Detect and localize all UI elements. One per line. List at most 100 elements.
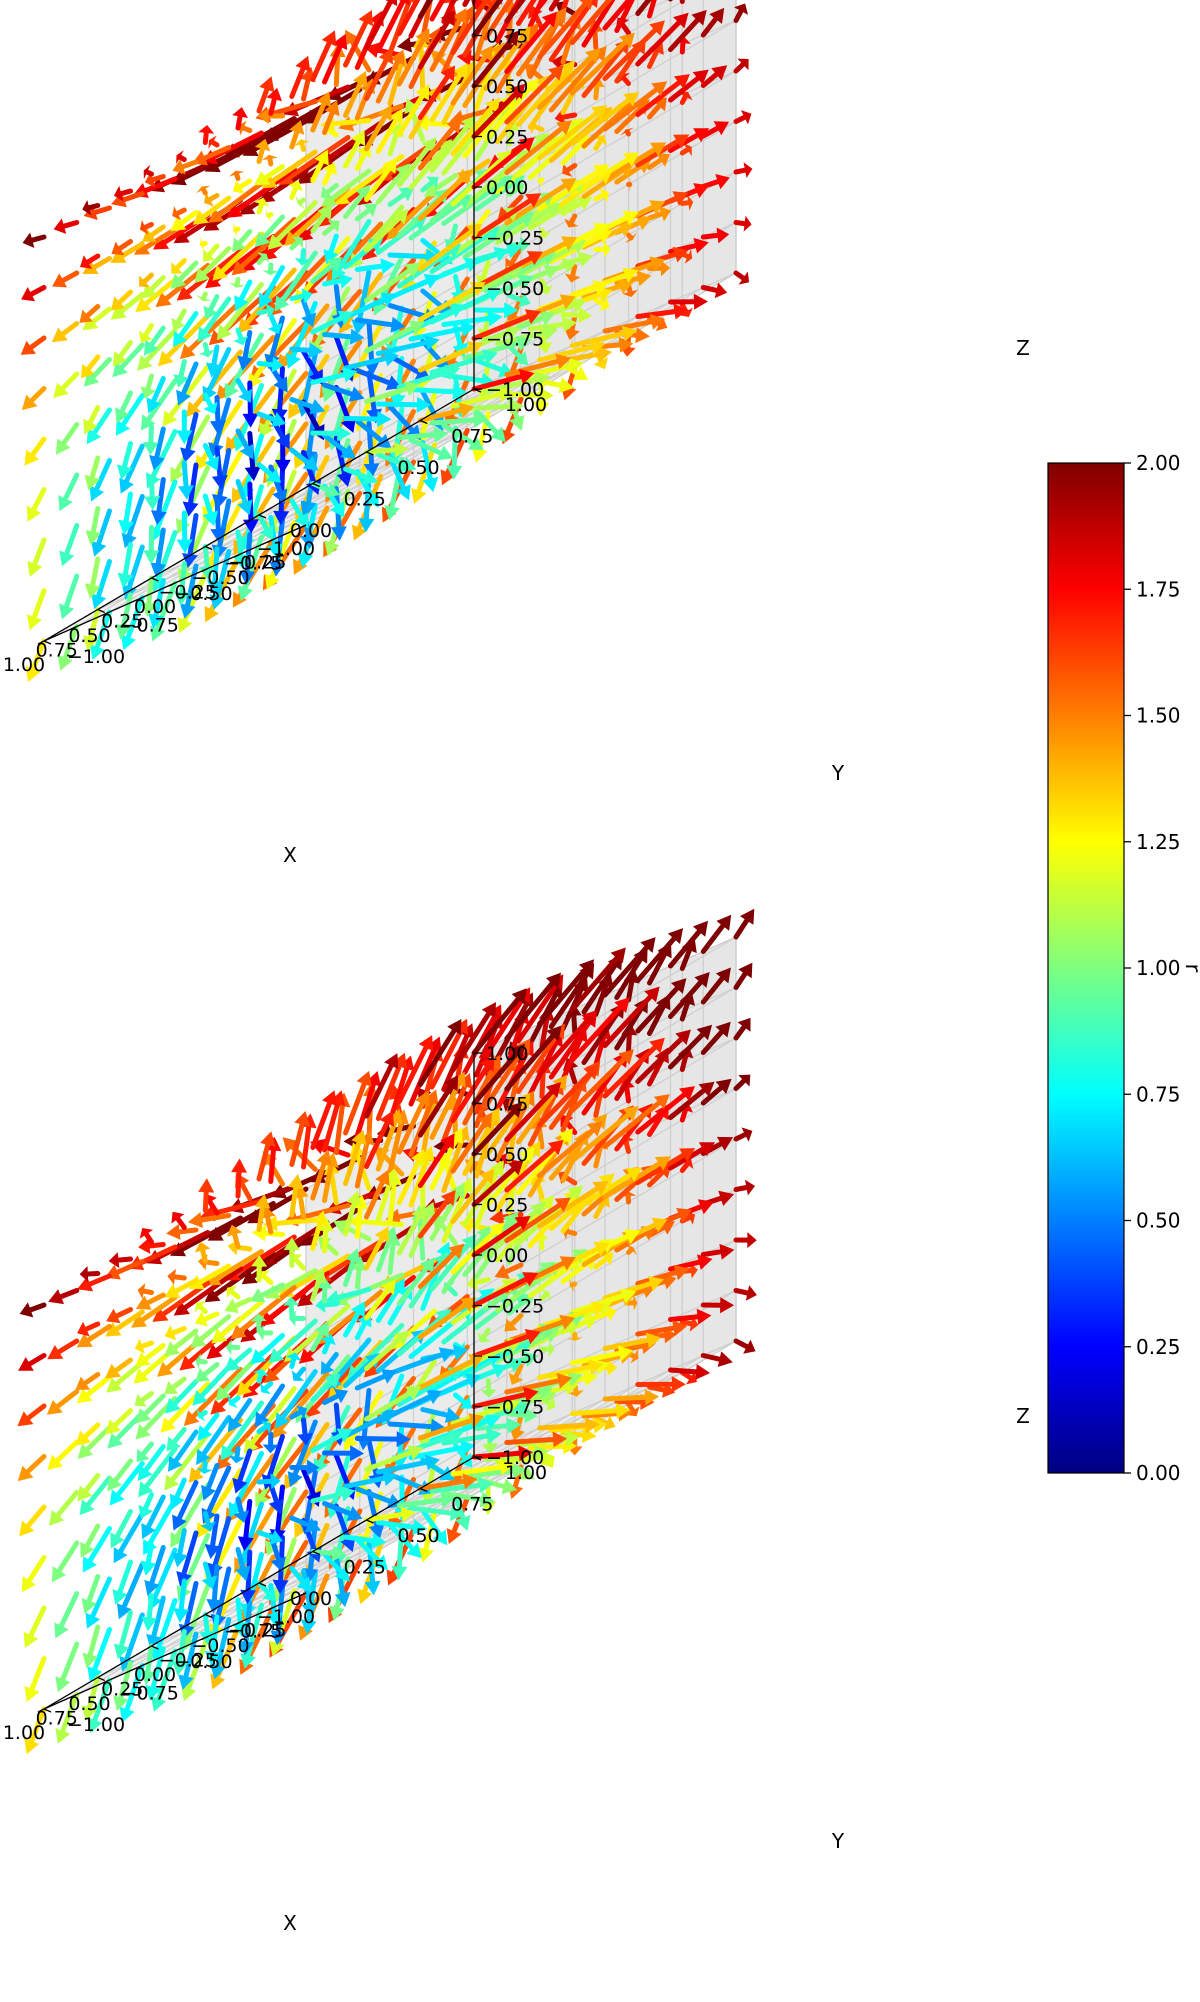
vector-arrow bbox=[364, 1110, 394, 1169]
quiver-plot-top: −1.00−0.75−0.50−0.250.000.250.500.751.00… bbox=[3, 0, 1030, 867]
vector-arrow bbox=[89, 458, 112, 502]
colorbar-tick-label: 1.50 bbox=[1136, 704, 1181, 728]
vector-arrow bbox=[384, 457, 405, 521]
vector-arrow bbox=[235, 378, 252, 403]
vector-arrow bbox=[569, 1345, 633, 1366]
vector-arrow bbox=[453, 1392, 472, 1409]
vector-arrow bbox=[83, 607, 101, 651]
vector-arrow bbox=[364, 1445, 424, 1472]
vector-arrow bbox=[343, 350, 399, 371]
vector-arrow bbox=[429, 412, 488, 428]
vector-arrow bbox=[364, 1226, 389, 1270]
vector-arrow bbox=[24, 1706, 47, 1755]
y-tick bbox=[151, 1645, 159, 1650]
z-tick-label: 0.75 bbox=[486, 1094, 528, 1116]
vector-arrow bbox=[396, 137, 437, 188]
x-tick-label: 0.00 bbox=[134, 1664, 176, 1686]
vector-arrow bbox=[310, 1486, 356, 1504]
vector-arrow bbox=[417, 402, 475, 423]
vector-arrow bbox=[164, 1328, 199, 1357]
vector-arrow bbox=[220, 1400, 264, 1461]
vector-arrow bbox=[209, 395, 226, 435]
vector-arrow bbox=[310, 149, 329, 183]
vector-arrow bbox=[232, 107, 248, 131]
vector-arrow bbox=[171, 308, 187, 331]
vector-arrow bbox=[194, 1301, 208, 1314]
vector-arrow bbox=[256, 462, 282, 483]
vector-arrow bbox=[316, 1277, 333, 1304]
vector-arrow bbox=[602, 1332, 662, 1351]
vector-arrow bbox=[19, 1302, 47, 1318]
vector-arrow bbox=[257, 1324, 274, 1341]
vector-arrow bbox=[323, 233, 339, 265]
vector-arrow bbox=[375, 1519, 428, 1536]
vector-arrow bbox=[131, 1295, 178, 1328]
vector-arrow bbox=[54, 1591, 80, 1639]
vector-arrow bbox=[441, 0, 457, 24]
vector-arrow bbox=[536, 174, 545, 189]
vector-arrow bbox=[343, 466, 379, 485]
vector-arrow bbox=[118, 491, 134, 535]
vector-arrow bbox=[18, 1353, 47, 1371]
vector-arrow bbox=[364, 48, 393, 101]
vector-arrow bbox=[166, 1427, 187, 1452]
vector-arrow bbox=[450, 45, 493, 106]
z-tick-label: −0.75 bbox=[486, 329, 544, 351]
vector-arrow bbox=[164, 1278, 199, 1298]
vector-arrow bbox=[229, 1446, 245, 1464]
y-tick-label: −0.50 bbox=[174, 1651, 232, 1673]
arrow-field bbox=[20, 0, 753, 682]
vector-arrow bbox=[343, 411, 392, 427]
vector-arrow bbox=[602, 81, 668, 132]
z-tick-label: −0.25 bbox=[486, 228, 544, 250]
colorbar-tick-label: 0.25 bbox=[1136, 1335, 1181, 1359]
vector-arrow bbox=[119, 1663, 145, 1723]
vector-arrow bbox=[150, 580, 178, 642]
vector-arrow bbox=[105, 1408, 133, 1435]
vector-arrow bbox=[143, 164, 154, 180]
vector-arrow bbox=[176, 409, 193, 445]
vector-arrow bbox=[700, 1078, 732, 1106]
vector-arrow bbox=[86, 407, 112, 445]
vector-arrow bbox=[733, 1338, 756, 1354]
vector-arrow bbox=[569, 1106, 639, 1164]
vector-arrow bbox=[289, 342, 323, 359]
vector-arrow bbox=[162, 364, 211, 427]
vector-arrow bbox=[262, 149, 318, 189]
vector-arrow bbox=[151, 1648, 178, 1712]
vector-arrow bbox=[150, 530, 178, 593]
vector-arrow bbox=[144, 474, 161, 511]
vector-arrow bbox=[602, 20, 665, 81]
vector-arrow bbox=[172, 1528, 188, 1568]
vector-arrow bbox=[297, 503, 318, 568]
vector-arrow bbox=[105, 1309, 145, 1337]
vector-arrow bbox=[208, 181, 264, 223]
vector-arrow bbox=[259, 265, 285, 309]
vector-arrow bbox=[250, 1313, 267, 1333]
vector-arrow bbox=[324, 1287, 372, 1306]
vector-arrow bbox=[733, 1285, 757, 1301]
vector-arrow bbox=[733, 962, 753, 990]
vector-arrow bbox=[171, 258, 187, 274]
colorbar-tick-label: 0.00 bbox=[1136, 1461, 1181, 1485]
vector-arrow bbox=[225, 1339, 241, 1356]
vector-arrow bbox=[140, 1643, 156, 1685]
vector-arrow bbox=[301, 298, 317, 327]
vector-arrow bbox=[537, 1010, 597, 1077]
vector-arrow bbox=[471, 1216, 531, 1258]
vector-arrow bbox=[420, 1407, 461, 1423]
vector-arrow bbox=[593, 241, 611, 258]
vector-arrow bbox=[536, 228, 552, 239]
vector-arrow bbox=[172, 311, 199, 348]
vector-arrow bbox=[229, 170, 245, 181]
vector-arrow bbox=[134, 1338, 154, 1354]
vector-arrow bbox=[626, 1294, 638, 1311]
vector-arrow bbox=[560, 307, 592, 324]
vector-arrow bbox=[84, 556, 101, 599]
vector-arrow bbox=[168, 1429, 199, 1472]
vector-arrow bbox=[196, 185, 211, 196]
vector-arrow bbox=[254, 1383, 285, 1428]
y-tick bbox=[151, 577, 159, 582]
y-tick-label: 0.50 bbox=[397, 457, 439, 479]
